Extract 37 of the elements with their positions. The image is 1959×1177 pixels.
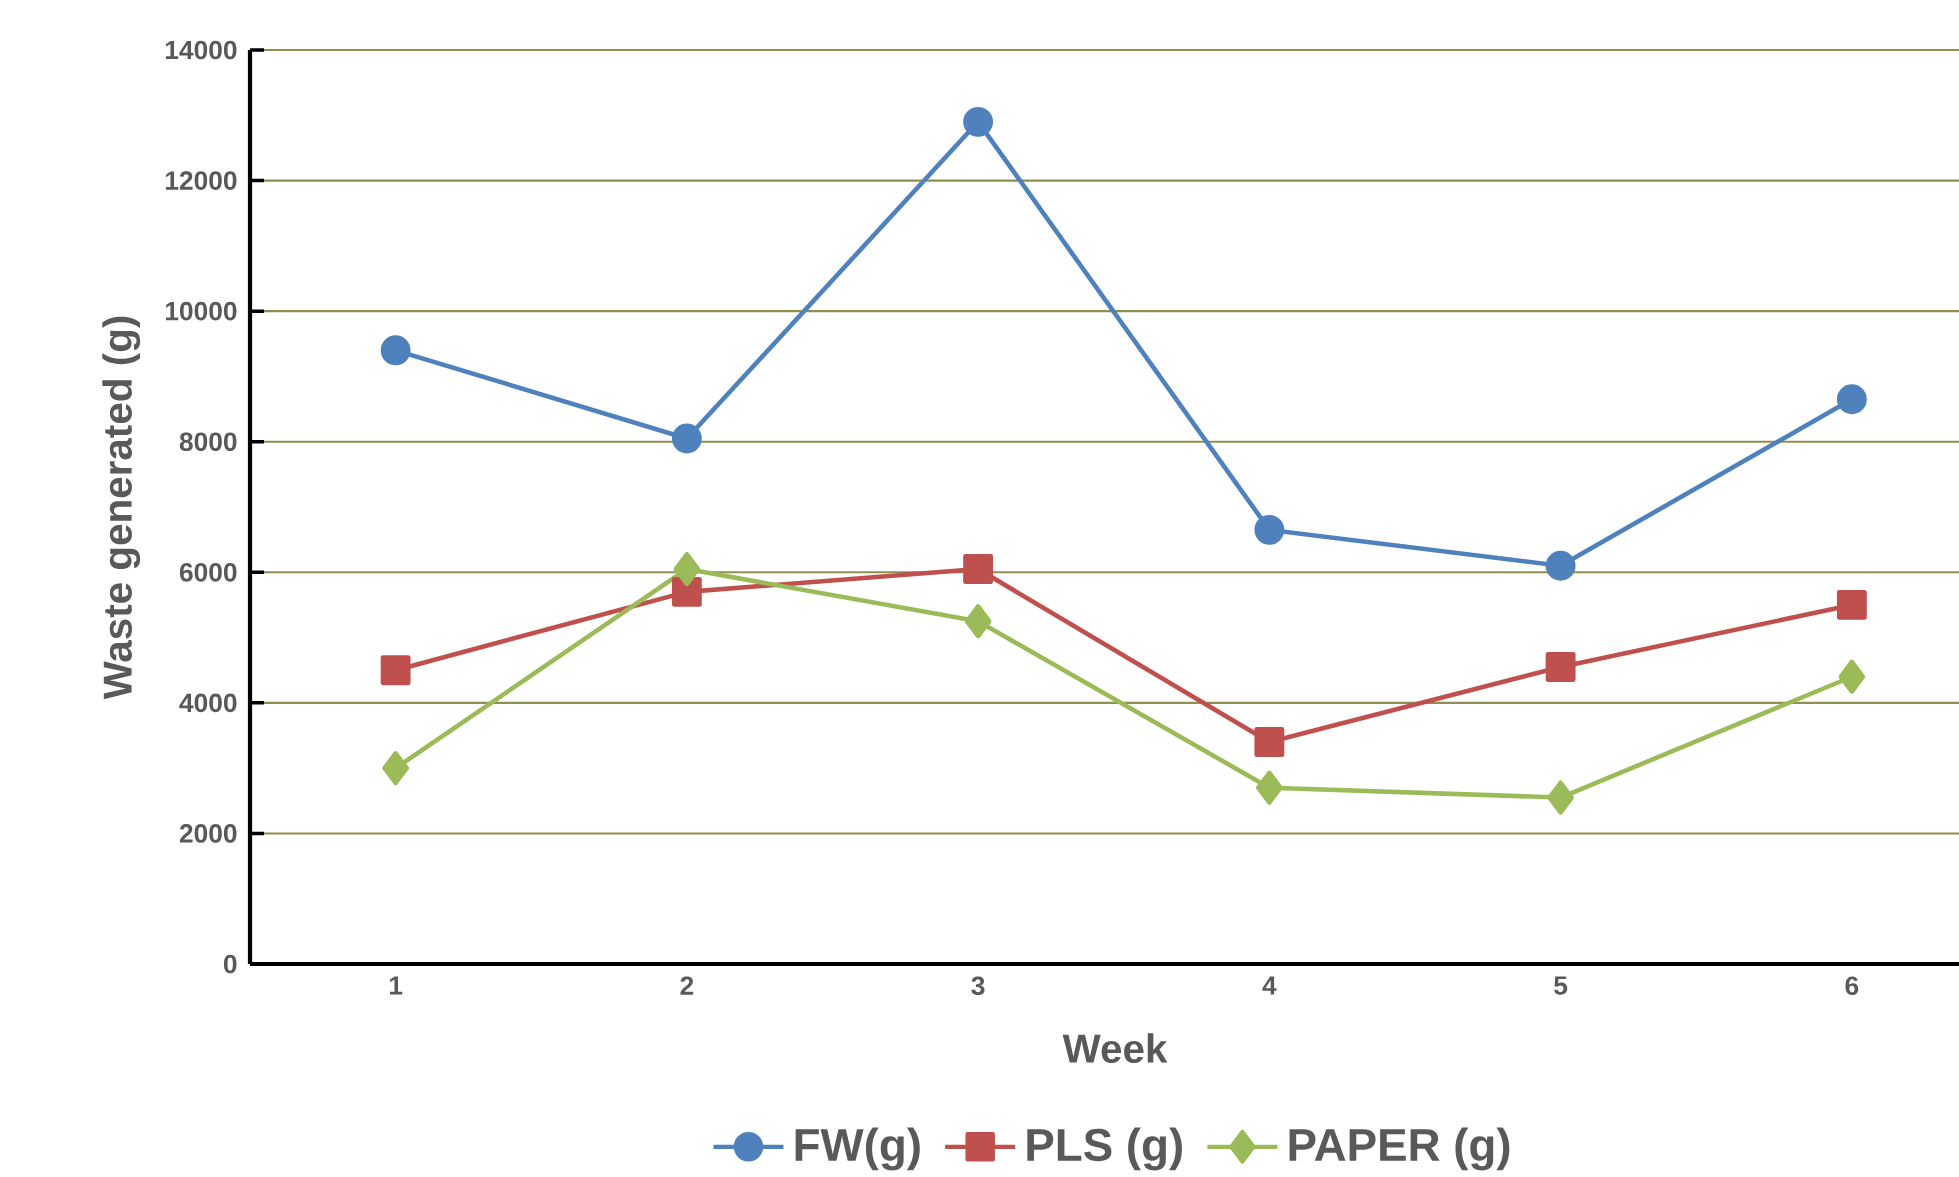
y-tick-label: 0: [223, 954, 237, 974]
point: [382, 751, 409, 786]
point: [673, 551, 701, 587]
point: [1545, 550, 1576, 581]
y-tick-label: 4000: [179, 693, 237, 713]
point: [1545, 652, 1576, 682]
point: [380, 335, 411, 366]
x-tick-label: 4: [1262, 976, 1277, 995]
y-tick-label: 6000: [179, 562, 237, 582]
y-tick-label: 12000: [165, 171, 237, 190]
y-tick-label: 10000: [165, 301, 237, 321]
point: [1836, 384, 1867, 415]
x-tick-label: 1: [389, 976, 403, 995]
x-tick-label: 3: [971, 976, 985, 996]
point: [1256, 770, 1283, 805]
point: [1254, 514, 1285, 545]
legend-label: FW(g): [795, 1127, 920, 1171]
point: [1254, 727, 1285, 757]
point: [963, 554, 994, 584]
point: [1836, 589, 1867, 620]
y-axis-title: Waste generated (g): [102, 316, 141, 700]
y-tick-label: 14000: [165, 40, 237, 60]
point: [964, 604, 992, 639]
point: [671, 576, 702, 607]
x-axis-title: Week: [1062, 1033, 1168, 1063]
point: [1838, 659, 1866, 694]
legend-label: PAPER (g): [1289, 1127, 1510, 1171]
x-tick-label: 2: [680, 976, 694, 995]
point: [671, 423, 702, 454]
y-tick-label: 8000: [179, 432, 237, 452]
point: [963, 106, 994, 137]
x-tick-label: 6: [1845, 976, 1859, 996]
point: [1547, 780, 1574, 815]
legend-label: PLS (g): [1027, 1127, 1182, 1171]
x-tick-label: 5: [1554, 976, 1568, 995]
point: [380, 655, 411, 686]
y-tick-label: 2000: [179, 824, 237, 843]
